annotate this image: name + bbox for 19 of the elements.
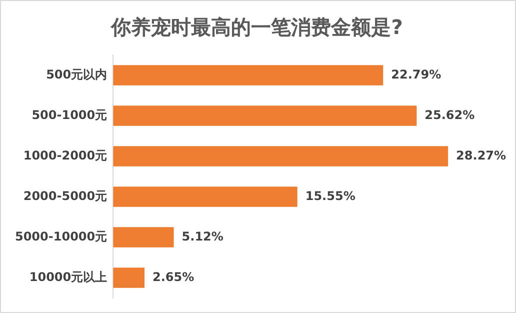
data-label: 28.27% — [456, 148, 506, 162]
data-label: 2.65% — [152, 270, 194, 284]
bar — [113, 65, 384, 86]
y-tick-label: 5000-10000元 — [14, 229, 108, 244]
bar — [113, 106, 417, 126]
y-tick-label: 500元以内 — [46, 67, 108, 82]
data-label: 15.55% — [305, 188, 356, 203]
data-label: 25.62% — [424, 108, 475, 122]
bar — [113, 186, 298, 207]
data-label: 5.12% — [182, 229, 224, 244]
bar — [113, 146, 448, 166]
data-label: 22.79% — [391, 67, 442, 82]
bar — [113, 227, 174, 248]
y-tick-label: 2000-5000元 — [23, 188, 108, 203]
y-tick-label: 500-1000元 — [32, 108, 108, 122]
bar — [113, 268, 145, 288]
y-tick-label: 10000元以上 — [29, 270, 108, 284]
chart-title: 你养宠时最高的一笔消费金额是? — [110, 15, 403, 40]
y-tick-label: 1000-2000元 — [23, 148, 108, 162]
